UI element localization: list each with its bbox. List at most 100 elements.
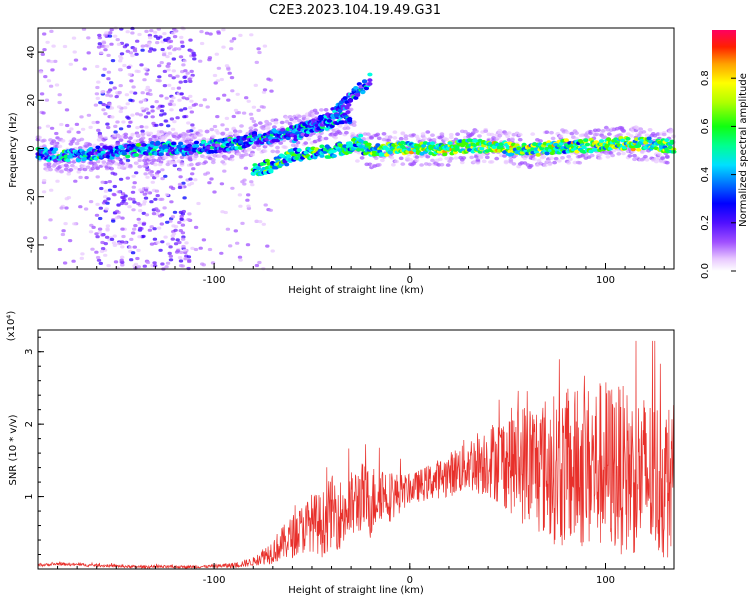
spectrogram-halo-cell	[124, 161, 130, 166]
spectrogram-noise-cell	[189, 110, 194, 114]
spectrogram-track-cell	[135, 143, 141, 147]
spectrogram-noise-cell	[117, 90, 122, 95]
spectrogram-noise-cell	[172, 120, 177, 124]
spectrogram-noise-cell	[179, 217, 184, 221]
spectrogram-halo-cell	[209, 127, 215, 132]
spectrogram-noise-cell	[106, 53, 111, 58]
spectrogram-noise-cell	[107, 102, 112, 106]
spectrogram-noise-cell	[93, 103, 99, 107]
spectrogram-noise-cell	[224, 127, 230, 131]
spectrogram-noise-cell	[159, 113, 164, 117]
spectrogram-track-cell	[95, 145, 101, 150]
spectrogram-noise-cell	[178, 250, 184, 254]
spectrogram-noise-cell	[182, 59, 187, 63]
spectrogram-noise-cell	[162, 31, 167, 36]
spectrogram-noise-cell	[103, 112, 108, 116]
spectrogram-noise-cell	[157, 64, 162, 68]
spectrogram-track-cell	[345, 110, 351, 115]
spectrogram-halo-cell	[621, 128, 626, 133]
spectrogram-noise-cell	[154, 100, 159, 104]
spectrogram-branch-cell	[318, 117, 324, 121]
spectrogram-noise-cell	[250, 183, 255, 187]
snr-series-line	[37, 340, 675, 570]
spectrogram-halo-cell	[323, 108, 329, 112]
spectrogram-noise-cell	[99, 142, 104, 147]
spectrogram-noise-cell	[60, 232, 66, 237]
spectrogram-halo-cell	[337, 131, 343, 135]
spectrogram-halo-cell	[664, 160, 670, 165]
spectrogram-halo-cell	[538, 139, 543, 143]
spectrogram-noise-cell	[112, 243, 118, 247]
spectrogram-halo-cell	[153, 134, 158, 139]
spectrogram-noise-cell	[83, 207, 89, 211]
spectrogram-noise-cell	[114, 209, 120, 213]
spectrogram-noise-cell	[154, 174, 160, 178]
spectrogram-branch-cell	[358, 133, 364, 138]
spectrogram-noise-cell	[132, 181, 137, 185]
spectrogram-track-cell	[109, 156, 115, 160]
spectrogram-noise-cell	[119, 52, 125, 56]
spectrogram-noise-cell	[57, 100, 62, 105]
spectrogram-noise-cell	[162, 84, 168, 88]
spectrogram-noise-cell	[107, 34, 113, 38]
spectrogram-noise-cell	[190, 246, 195, 250]
spectrogram-noise-cell	[49, 188, 54, 192]
spectrogram-halo-cell	[344, 130, 349, 135]
spectrogram-halo-cell	[92, 143, 97, 148]
spectrogram-noise-cell	[171, 57, 176, 61]
spectrogram-noise-cell	[170, 86, 176, 91]
spectrogram-noise-cell	[159, 222, 164, 226]
spectrogram-halo-cell	[549, 156, 554, 160]
spectrogram-noise-cell	[123, 202, 129, 206]
spectrogram-track-cell	[429, 141, 436, 146]
spectrogram-noise-cell	[120, 263, 125, 267]
spectrogram-halo-cell	[348, 107, 354, 112]
spectrogram-noise-cell	[105, 105, 111, 109]
spectrogram-noise-cell	[159, 61, 164, 65]
spectrogram-noise-cell	[167, 251, 172, 255]
spectrogram-noise-cell	[183, 79, 188, 84]
spectrogram-track-cell	[664, 138, 670, 143]
spectrogram-noise-cell	[164, 96, 169, 100]
spectrogram-track-cell	[229, 142, 235, 147]
spectrogram-noise-cell	[141, 222, 146, 226]
spectrogram-noise-cell	[96, 258, 102, 262]
spectrogram-halo-cell	[566, 154, 572, 159]
spectrogram-noise-cell	[64, 206, 69, 210]
spectrogram-noise-cell	[106, 77, 111, 81]
spectrogram-noise-cell	[49, 60, 54, 64]
spectrogram-halo-cell	[596, 128, 601, 132]
spectrogram-halo-cell	[517, 132, 523, 137]
spectrogram-noise-cell	[152, 237, 158, 241]
spectrogram-noise-cell	[169, 108, 174, 112]
spectrogram-branch-cell	[326, 119, 332, 123]
spectrogram-track-cell	[134, 153, 140, 157]
spectrogram-noise-cell	[207, 58, 212, 62]
spectrogram-branch-cell	[360, 90, 366, 95]
spectrogram-noise-cell	[176, 86, 182, 90]
spectrogram-noise-cell	[126, 124, 132, 128]
spectrogram-noise-cell	[179, 35, 184, 40]
spectrogram-noise-cell	[129, 90, 134, 94]
spectrogram-noise-cell	[128, 51, 134, 55]
spectrogram-noise-cell	[97, 230, 103, 235]
spectrogram-halo-cell	[101, 138, 107, 142]
spectrogram-branch-cell	[367, 82, 373, 86]
spectrogram-halo-cell	[508, 158, 514, 162]
spectrogram-noise-cell	[174, 250, 180, 254]
spectrogram-noise-cell	[147, 171, 153, 175]
spectrogram-track-cell	[593, 140, 599, 145]
spectrogram-halo-cell	[98, 135, 103, 139]
snr-x-axis-label: Height of straight line (km)	[288, 585, 424, 596]
spectrogram-noise-cell	[131, 185, 136, 189]
spectrogram-noise-cell	[132, 91, 138, 95]
spectrogram-halo-cell	[257, 121, 263, 125]
spectrogram-halo-cell	[137, 164, 143, 169]
spectrogram-noise-cell	[45, 40, 50, 44]
spectrogram-noise-cell	[262, 44, 268, 48]
spectrogram-noise-cell	[95, 96, 101, 100]
spectrogram-halo-cell	[414, 158, 420, 163]
spectrogram-noise-cell	[38, 70, 44, 74]
spectrogram-noise-cell	[46, 79, 52, 83]
spectrogram-halo-cell	[641, 130, 647, 134]
